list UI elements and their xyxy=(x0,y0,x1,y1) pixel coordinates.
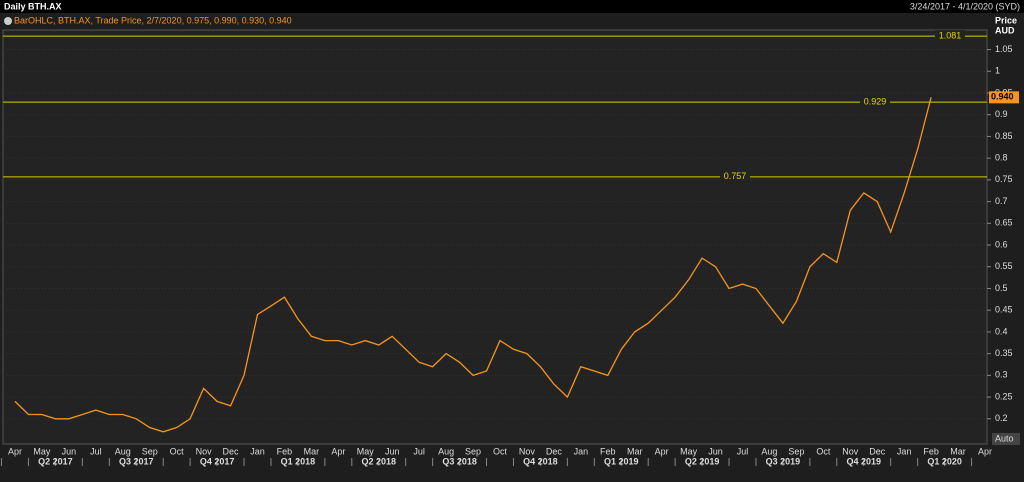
price-line xyxy=(14,97,932,433)
x-tick-label: Aug xyxy=(115,446,131,456)
x-tick-label: Jul xyxy=(90,446,102,456)
x-tick-label: Jun xyxy=(62,446,77,456)
x-tick-label: Mar xyxy=(627,446,643,456)
y-tick-label: 0.5 xyxy=(995,283,1008,293)
x-tick-label: Apr xyxy=(655,446,669,456)
x-tick-label: Dec xyxy=(223,446,240,456)
y-tick-label: 0.35 xyxy=(995,348,1013,358)
quarter-label: Q4 2017 xyxy=(200,456,235,466)
reference-label-bg xyxy=(935,30,965,43)
reference-label: 0.757 xyxy=(724,171,747,181)
x-tick-label: Jan xyxy=(897,446,912,456)
x-tick-label: Nov xyxy=(196,446,213,456)
quarter-label: Q3 2019 xyxy=(766,456,801,466)
y-tick-label: 0.45 xyxy=(995,305,1013,315)
quarter-label: Q1 2020 xyxy=(927,456,962,466)
y-axis-unit: AUD xyxy=(995,25,1015,35)
y-tick-label: 0.4 xyxy=(995,326,1008,336)
x-tick-label: Oct xyxy=(170,446,185,456)
x-tick-label: Mar xyxy=(304,446,320,456)
y-tick-label: 1 xyxy=(995,66,1000,76)
quarter-label: Q3 2017 xyxy=(119,456,154,466)
chart-title: Daily BTH.AX xyxy=(4,1,62,11)
auto-button[interactable] xyxy=(992,433,1020,445)
x-tick-label: Sep xyxy=(465,446,481,456)
x-tick-label: Sep xyxy=(788,446,804,456)
x-tick-label: Jul xyxy=(737,446,749,456)
x-tick-label: Nov xyxy=(842,446,859,456)
legend-text: BarOHLC, BTH.AX, Trade Price, 2/7/2020, … xyxy=(14,15,292,25)
y-tick-label: 0.25 xyxy=(995,391,1013,401)
x-tick-label: Apr xyxy=(978,446,992,456)
y-tick-label: 0.75 xyxy=(995,174,1013,184)
x-tick-label: Oct xyxy=(816,446,831,456)
reference-label: 0.929 xyxy=(864,96,887,106)
reference-label-bg xyxy=(720,170,750,183)
x-tick-label: May xyxy=(680,446,698,456)
x-tick-label: Jul xyxy=(413,446,425,456)
quarter-label: Q3 2018 xyxy=(442,456,477,466)
quarter-label: Q1 2018 xyxy=(281,456,316,466)
x-tick-label: Dec xyxy=(546,446,563,456)
last-price-box xyxy=(989,91,1019,104)
y-tick-label: 0.2 xyxy=(995,413,1008,423)
y-tick-label: 0.9 xyxy=(995,109,1008,119)
x-tick-label: Feb xyxy=(277,446,293,456)
x-tick-label: Sep xyxy=(142,446,158,456)
y-axis-title: Price xyxy=(995,15,1017,25)
reference-label: 1.081 xyxy=(939,30,962,40)
date-range: 3/24/2017 - 4/1/2020 (SYD) xyxy=(910,1,1020,11)
x-tick-label: Nov xyxy=(519,446,536,456)
y-tick-label: 0.55 xyxy=(995,261,1013,271)
x-tick-label: Feb xyxy=(600,446,616,456)
x-tick-label: Aug xyxy=(438,446,454,456)
y-tick-label: 0.65 xyxy=(995,218,1013,228)
quarter-label: Q4 2018 xyxy=(523,456,558,466)
quarter-label: Q1 2019 xyxy=(604,456,639,466)
x-tick-label: Aug xyxy=(761,446,777,456)
y-tick-label: 1.05 xyxy=(995,44,1013,54)
x-tick-label: Oct xyxy=(493,446,508,456)
x-tick-label: Mar xyxy=(950,446,966,456)
y-tick-label: 0.3 xyxy=(995,370,1008,380)
quarter-label: Q2 2017 xyxy=(38,456,73,466)
y-tick-label: 0.6 xyxy=(995,239,1008,249)
x-tick-label: May xyxy=(357,446,375,456)
x-tick-label: Dec xyxy=(869,446,886,456)
legend-icon xyxy=(4,17,12,25)
x-tick-label: Jan xyxy=(250,446,265,456)
plot-area xyxy=(2,29,988,445)
last-price-label: 0.940 xyxy=(991,92,1014,102)
y-tick-label: 0.8 xyxy=(995,153,1008,163)
x-tick-label: May xyxy=(33,446,51,456)
quarter-label: Q4 2019 xyxy=(846,456,881,466)
x-tick-label: Jun xyxy=(385,446,400,456)
x-tick-label: Apr xyxy=(331,446,345,456)
x-tick-label: Jun xyxy=(708,446,723,456)
quarter-label: Q2 2019 xyxy=(685,456,720,466)
x-tick-label: Apr xyxy=(8,446,22,456)
quarter-label: Q2 2018 xyxy=(361,456,396,466)
y-tick-label: 0.85 xyxy=(995,131,1013,141)
reference-label-bg xyxy=(860,96,890,109)
x-tick-label: Jan xyxy=(574,446,589,456)
auto-button-label[interactable]: Auto xyxy=(995,433,1014,443)
x-tick-label: Feb xyxy=(923,446,939,456)
y-tick-label: 0.7 xyxy=(995,196,1008,206)
